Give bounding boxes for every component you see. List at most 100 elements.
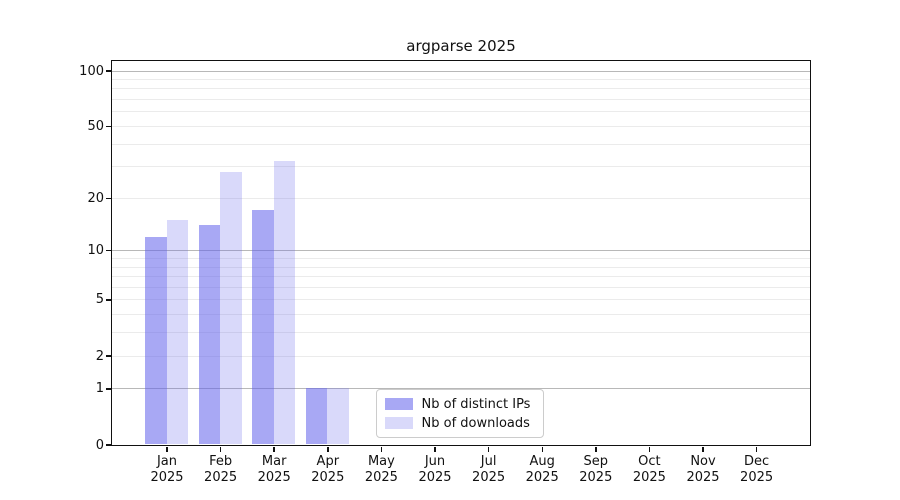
x-tick-label: Apr 2025 bbox=[300, 454, 356, 486]
bar bbox=[252, 210, 274, 445]
bar bbox=[166, 219, 188, 445]
x-tick-year: 2025 bbox=[204, 470, 238, 485]
minor-gridline bbox=[111, 125, 810, 127]
y-tick-label: 5 bbox=[95, 292, 104, 308]
x-tick-year: 2025 bbox=[686, 470, 720, 485]
x-tick-month: Oct bbox=[638, 454, 661, 469]
minor-gridline bbox=[111, 314, 810, 316]
major-gridline bbox=[111, 250, 810, 252]
legend-swatch bbox=[384, 417, 413, 429]
minor-gridline bbox=[111, 257, 810, 259]
minor-gridline bbox=[111, 276, 810, 277]
x-tick-year: 2025 bbox=[311, 470, 345, 485]
x-tick-month: Apr bbox=[316, 454, 340, 469]
x-tick-mark bbox=[327, 446, 329, 452]
minor-gridline bbox=[111, 197, 810, 199]
x-tick-label: Dec 2025 bbox=[729, 454, 785, 486]
x-tick-mark bbox=[380, 446, 383, 452]
x-tick-label: Feb 2025 bbox=[193, 454, 249, 486]
x-tick-label: Mar 2025 bbox=[246, 454, 302, 486]
x-tick-year: 2025 bbox=[364, 470, 398, 485]
x-tick-year: 2025 bbox=[257, 470, 291, 485]
minor-gridline bbox=[111, 355, 810, 357]
x-tick-month: Sep bbox=[583, 454, 609, 469]
y-tick-mark bbox=[106, 444, 111, 446]
x-tick-label: Jun 2025 bbox=[407, 454, 463, 486]
x-tick-mark bbox=[648, 446, 651, 452]
x-tick-mark bbox=[219, 446, 222, 452]
y-tick-mark bbox=[106, 249, 111, 252]
x-tick-mark bbox=[273, 446, 275, 452]
x-tick-label: Jan 2025 bbox=[139, 454, 195, 486]
x-tick-year: 2025 bbox=[579, 470, 613, 485]
x-tick-year: 2025 bbox=[472, 470, 506, 485]
x-tick-mark bbox=[166, 446, 168, 452]
bar bbox=[273, 161, 296, 445]
x-tick-mark bbox=[702, 446, 704, 452]
x-tick-mark bbox=[541, 446, 543, 452]
legend-swatch bbox=[384, 398, 413, 410]
y-tick-mark bbox=[106, 388, 111, 390]
bar bbox=[198, 225, 221, 445]
x-tick-year: 2025 bbox=[418, 470, 452, 485]
minor-gridline bbox=[111, 79, 810, 80]
x-tick-label: Oct 2025 bbox=[621, 454, 677, 486]
y-tick-label: 0 bbox=[95, 437, 104, 453]
y-tick-mark bbox=[106, 299, 111, 301]
minor-gridline bbox=[111, 88, 810, 90]
y-tick-mark bbox=[106, 197, 111, 199]
x-tick-month: Mar bbox=[261, 454, 287, 469]
y-tick-label: 1 bbox=[95, 381, 104, 397]
x-tick-year: 2025 bbox=[150, 470, 184, 485]
legend-item: Nb of downloads bbox=[384, 414, 534, 433]
x-tick-month: May bbox=[367, 454, 395, 469]
x-tick-month: Aug bbox=[529, 454, 555, 469]
y-tick-label: 20 bbox=[87, 190, 104, 206]
x-tick-label: Jul 2025 bbox=[461, 454, 517, 486]
legend-item: Nb of distinct IPs bbox=[384, 395, 534, 414]
x-tick-label: May 2025 bbox=[353, 454, 409, 486]
x-tick-year: 2025 bbox=[525, 470, 559, 485]
chart-title: argparse 2025 bbox=[406, 37, 516, 55]
minor-gridline bbox=[111, 111, 810, 113]
y-tick-label: 10 bbox=[87, 243, 104, 259]
bar bbox=[327, 388, 349, 445]
y-tick-label: 2 bbox=[95, 348, 104, 364]
x-tick-month: Jul bbox=[480, 454, 497, 469]
x-tick-year: 2025 bbox=[740, 470, 774, 485]
plot-area: Nb of distinct IPs Nb of downloads bbox=[110, 59, 811, 446]
major-gridline bbox=[111, 70, 810, 72]
minor-gridline bbox=[111, 266, 810, 268]
y-tick-label: 100 bbox=[79, 63, 104, 79]
minor-gridline bbox=[111, 299, 810, 301]
y-tick-mark bbox=[106, 125, 111, 128]
x-tick-label: Nov 2025 bbox=[675, 454, 731, 486]
minor-gridline bbox=[111, 143, 810, 145]
minor-gridline bbox=[111, 99, 810, 101]
x-tick-mark bbox=[755, 446, 758, 452]
minor-gridline bbox=[111, 166, 810, 168]
x-tick-mark bbox=[487, 446, 490, 452]
x-tick-mark bbox=[595, 446, 597, 452]
x-tick-month: Dec bbox=[744, 454, 770, 469]
legend-label: Nb of distinct IPs bbox=[421, 396, 531, 412]
x-tick-label: Sep 2025 bbox=[568, 454, 624, 486]
minor-gridline bbox=[111, 286, 810, 288]
y-tick-label: 50 bbox=[87, 118, 104, 134]
y-tick-mark bbox=[106, 355, 111, 357]
x-tick-month: Jun bbox=[424, 454, 446, 469]
x-tick-year: 2025 bbox=[632, 470, 666, 485]
x-tick-month: Feb bbox=[209, 454, 233, 469]
minor-gridline bbox=[111, 332, 810, 334]
legend-label: Nb of downloads bbox=[421, 415, 530, 431]
legend: Nb of distinct IPs Nb of downloads bbox=[375, 388, 544, 438]
y-tick-mark bbox=[106, 70, 111, 72]
bar bbox=[145, 236, 167, 445]
x-tick-label: Aug 2025 bbox=[514, 454, 570, 486]
x-tick-month: Nov bbox=[690, 454, 716, 469]
x-tick-mark bbox=[434, 446, 436, 452]
bar bbox=[220, 171, 242, 445]
bar bbox=[305, 388, 328, 445]
x-tick-month: Jan bbox=[156, 454, 178, 469]
